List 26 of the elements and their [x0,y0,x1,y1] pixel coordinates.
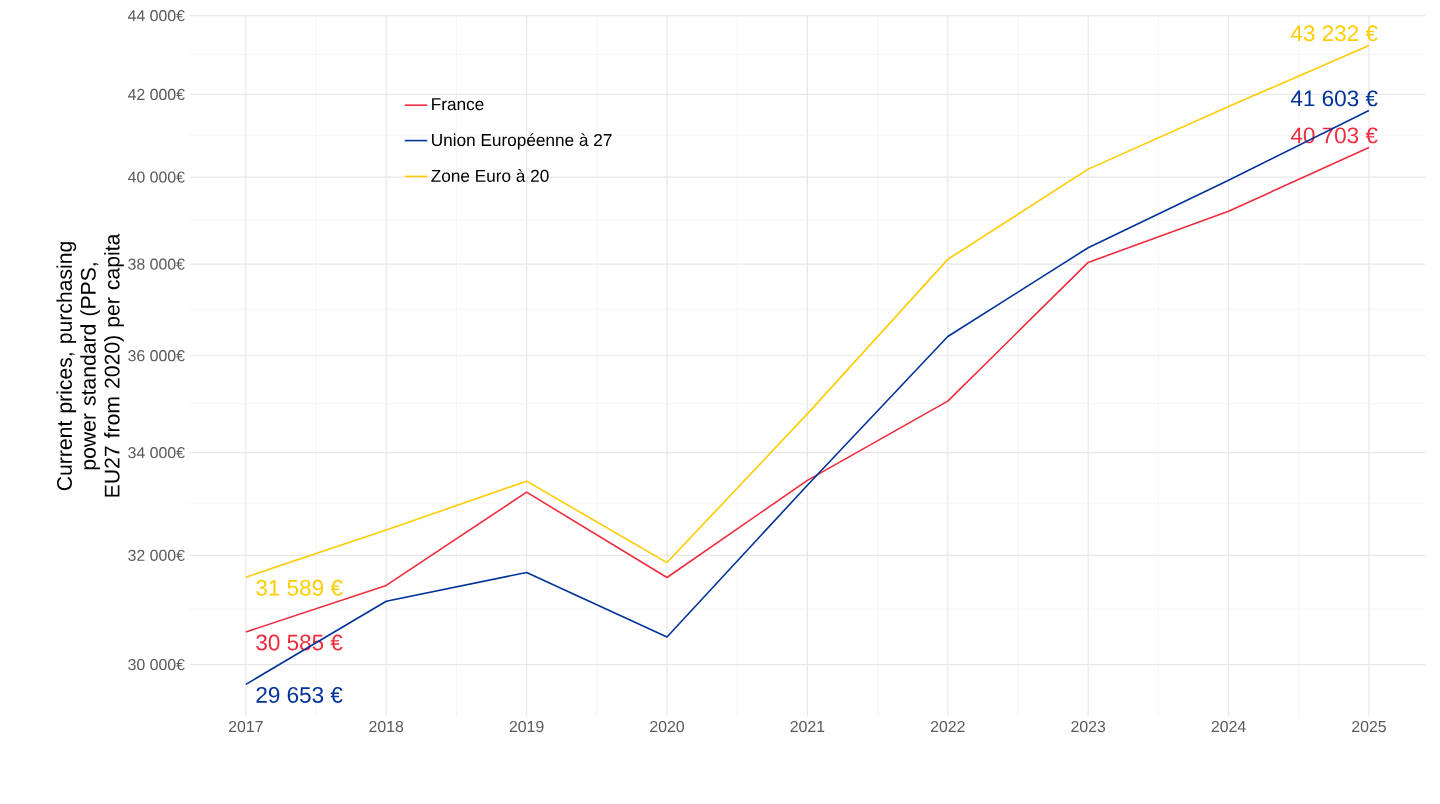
data-label: 31 589 € [256,579,343,596]
x-tick-label: 2023 [1071,721,1106,733]
x-tick-label: 2017 [228,721,263,733]
data-label: 43 232 € [1290,25,1378,42]
x-tick-label: 2021 [790,721,825,733]
y-tick-label: 34 000€ [128,447,185,459]
x-tick-label: 2022 [930,721,965,733]
x-tick-label: 2025 [1352,721,1386,733]
data-label: 41 603 € [1290,90,1378,107]
x-tick-label: 2024 [1211,721,1246,733]
legend-label: Union Européenne à 27 [432,133,612,150]
y-tick-label: 30 000€ [128,659,185,671]
y-tick-label: 36 000€ [128,350,185,362]
y-axis-title: Current prices, purchasing power standard (PPS, EU27 from 2020) per capita [56,233,124,497]
data-label: 40 703 € [1290,127,1378,144]
legend-label: Zone Euro à 20 [431,169,549,183]
x-tick-label: 2018 [369,721,404,733]
x-tick-label: 2020 [650,721,685,733]
legend-label: France [432,98,484,111]
y-tick-label: 40 000€ [127,171,185,183]
x-tick-label: 2019 [509,721,544,733]
y-tick-label: 42 000€ [127,88,185,101]
data-label: 29 653 € [256,687,343,704]
y-tick-label: 32 000€ [128,549,185,562]
y-tick-label: 38 000€ [128,258,185,270]
y-tick-label: 44 000€ [127,10,185,22]
